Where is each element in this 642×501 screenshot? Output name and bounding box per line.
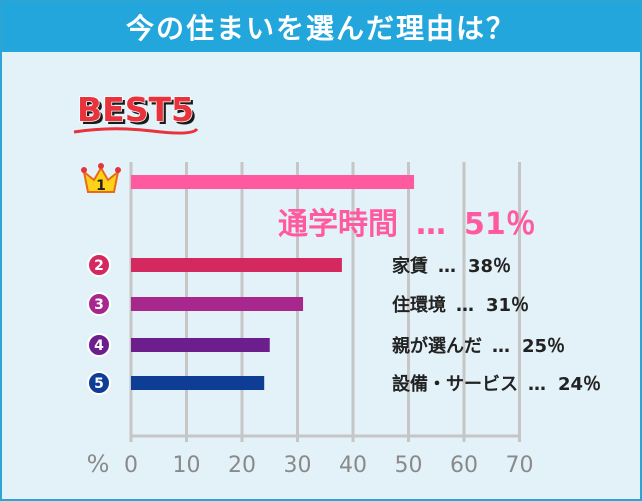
- bars: [131, 175, 415, 390]
- x-tick-label: 0: [124, 453, 138, 478]
- rank-label: 2: [94, 258, 104, 274]
- data-label: 住環境… 31％: [392, 294, 529, 316]
- bar: [131, 376, 265, 390]
- data-label: 通学時間… 51％: [278, 207, 536, 242]
- bar-labels: 通学時間… 51％ 家賃… 38％ 住環境… 31％ 親が選んだ… 25％ 設備・サービス… 24…: [278, 207, 601, 395]
- rank-badges: 1 2 3 4 5: [81, 163, 121, 395]
- rank-badge: 2: [87, 253, 111, 277]
- crown-jewel: [81, 167, 87, 173]
- rank-circle: [87, 371, 111, 395]
- x-tick-label: 30: [284, 453, 312, 478]
- data-label: 家賃… 38％: [392, 255, 511, 277]
- page-title: 今の住まいを選んだ理由は？: [2, 2, 640, 52]
- best5-badge: BEST5 BEST5: [73, 89, 199, 135]
- x-tick-label: 70: [506, 453, 534, 478]
- best5-badge-shadow: BEST5: [80, 93, 197, 132]
- x-tick-label: 40: [339, 453, 367, 478]
- rank-label: 1: [96, 178, 106, 194]
- x-tick-label: 50: [395, 453, 423, 478]
- rank-badge: 5: [87, 371, 111, 395]
- rank-label: 4: [94, 338, 104, 354]
- rank-circle: [87, 333, 111, 357]
- crown-jewel: [98, 163, 104, 169]
- bar: [131, 297, 304, 311]
- best5-underline: [73, 127, 199, 135]
- rank-label: 3: [94, 297, 104, 313]
- crown-jewel: [115, 167, 121, 173]
- best5-badge-text: BEST5: [77, 90, 194, 129]
- x-tick-label: 20: [228, 453, 256, 478]
- bar: [131, 338, 270, 352]
- rank-circle: [87, 292, 111, 316]
- rank-badge: 3: [87, 292, 111, 316]
- data-label: 親が選んだ… 25％: [392, 335, 565, 357]
- bar: [131, 258, 342, 272]
- x-tick-label: 60: [450, 453, 478, 478]
- crown-shape: [82, 166, 120, 193]
- rank-badge: 4: [87, 333, 111, 357]
- bar: [131, 175, 415, 189]
- rank-label: 5: [94, 376, 104, 392]
- crown-icon: 1: [81, 163, 121, 194]
- x-tick-label: 10: [173, 453, 201, 478]
- x-axis-ticks: 0 10 20 30 40 50 60 70%: [87, 450, 534, 478]
- rank-circle: [87, 253, 111, 277]
- data-label: 設備・サービス… 24％: [392, 373, 601, 395]
- unit-label: %: [87, 450, 110, 478]
